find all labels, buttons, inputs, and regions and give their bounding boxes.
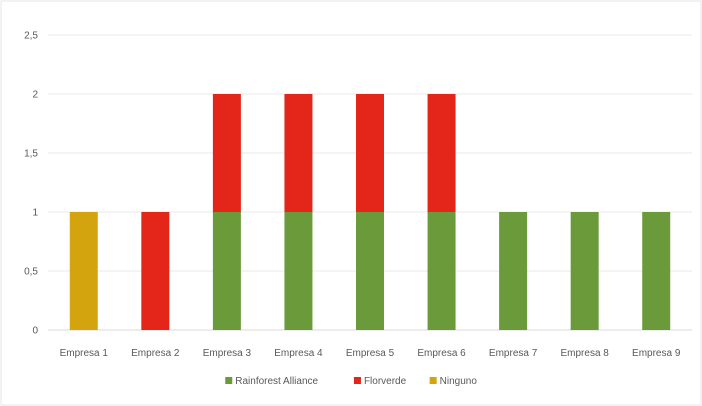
bar-segment-florverde xyxy=(356,94,384,212)
bar-segment-florverde xyxy=(213,94,241,212)
legend-label: Ninguno xyxy=(440,376,478,387)
x-axis-category-labels: Empresa 1 Empresa 2 Empresa 3 Empresa 4 Empr… xyxy=(60,348,681,359)
y-tick-label: 1,5 xyxy=(24,149,38,160)
legend-swatch xyxy=(430,377,437,384)
legend-label: Florverde xyxy=(364,376,407,387)
x-category-label: Empresa 3 xyxy=(203,348,252,359)
x-category-label: Empresa 4 xyxy=(274,348,323,359)
y-tick-label: 0 xyxy=(32,326,38,337)
x-category-label: Empresa 1 xyxy=(60,348,109,359)
bar-segment-rainforest-alliance xyxy=(499,212,527,330)
bar-segment-florverde xyxy=(141,212,169,330)
x-category-label: Empresa 8 xyxy=(560,348,609,359)
legend-swatch xyxy=(225,377,232,384)
bar-segment-ninguno xyxy=(70,212,98,330)
x-category-label: Empresa 9 xyxy=(632,348,681,359)
y-tick-label: 1 xyxy=(32,208,38,219)
bar-segment-rainforest-alliance xyxy=(213,212,241,330)
legend-label: Rainforest Alliance xyxy=(235,376,318,387)
legend-swatch xyxy=(354,377,361,384)
x-category-label: Empresa 2 xyxy=(131,348,180,359)
bar-segment-florverde xyxy=(284,94,312,212)
y-tick-label: 2 xyxy=(32,90,38,101)
x-category-label: Empresa 7 xyxy=(489,348,538,359)
bar-segment-rainforest-alliance xyxy=(284,212,312,330)
x-category-label: Empresa 6 xyxy=(417,348,466,359)
y-tick-label: 0,5 xyxy=(24,267,38,278)
bar-segment-rainforest-alliance xyxy=(428,212,456,330)
bar-segment-rainforest-alliance xyxy=(571,212,599,330)
bar-segment-rainforest-alliance xyxy=(356,212,384,330)
x-category-label: Empresa 5 xyxy=(346,348,395,359)
bar-segment-florverde xyxy=(428,94,456,212)
y-tick-label: 2,5 xyxy=(24,31,38,42)
bar-segment-rainforest-alliance xyxy=(642,212,670,330)
